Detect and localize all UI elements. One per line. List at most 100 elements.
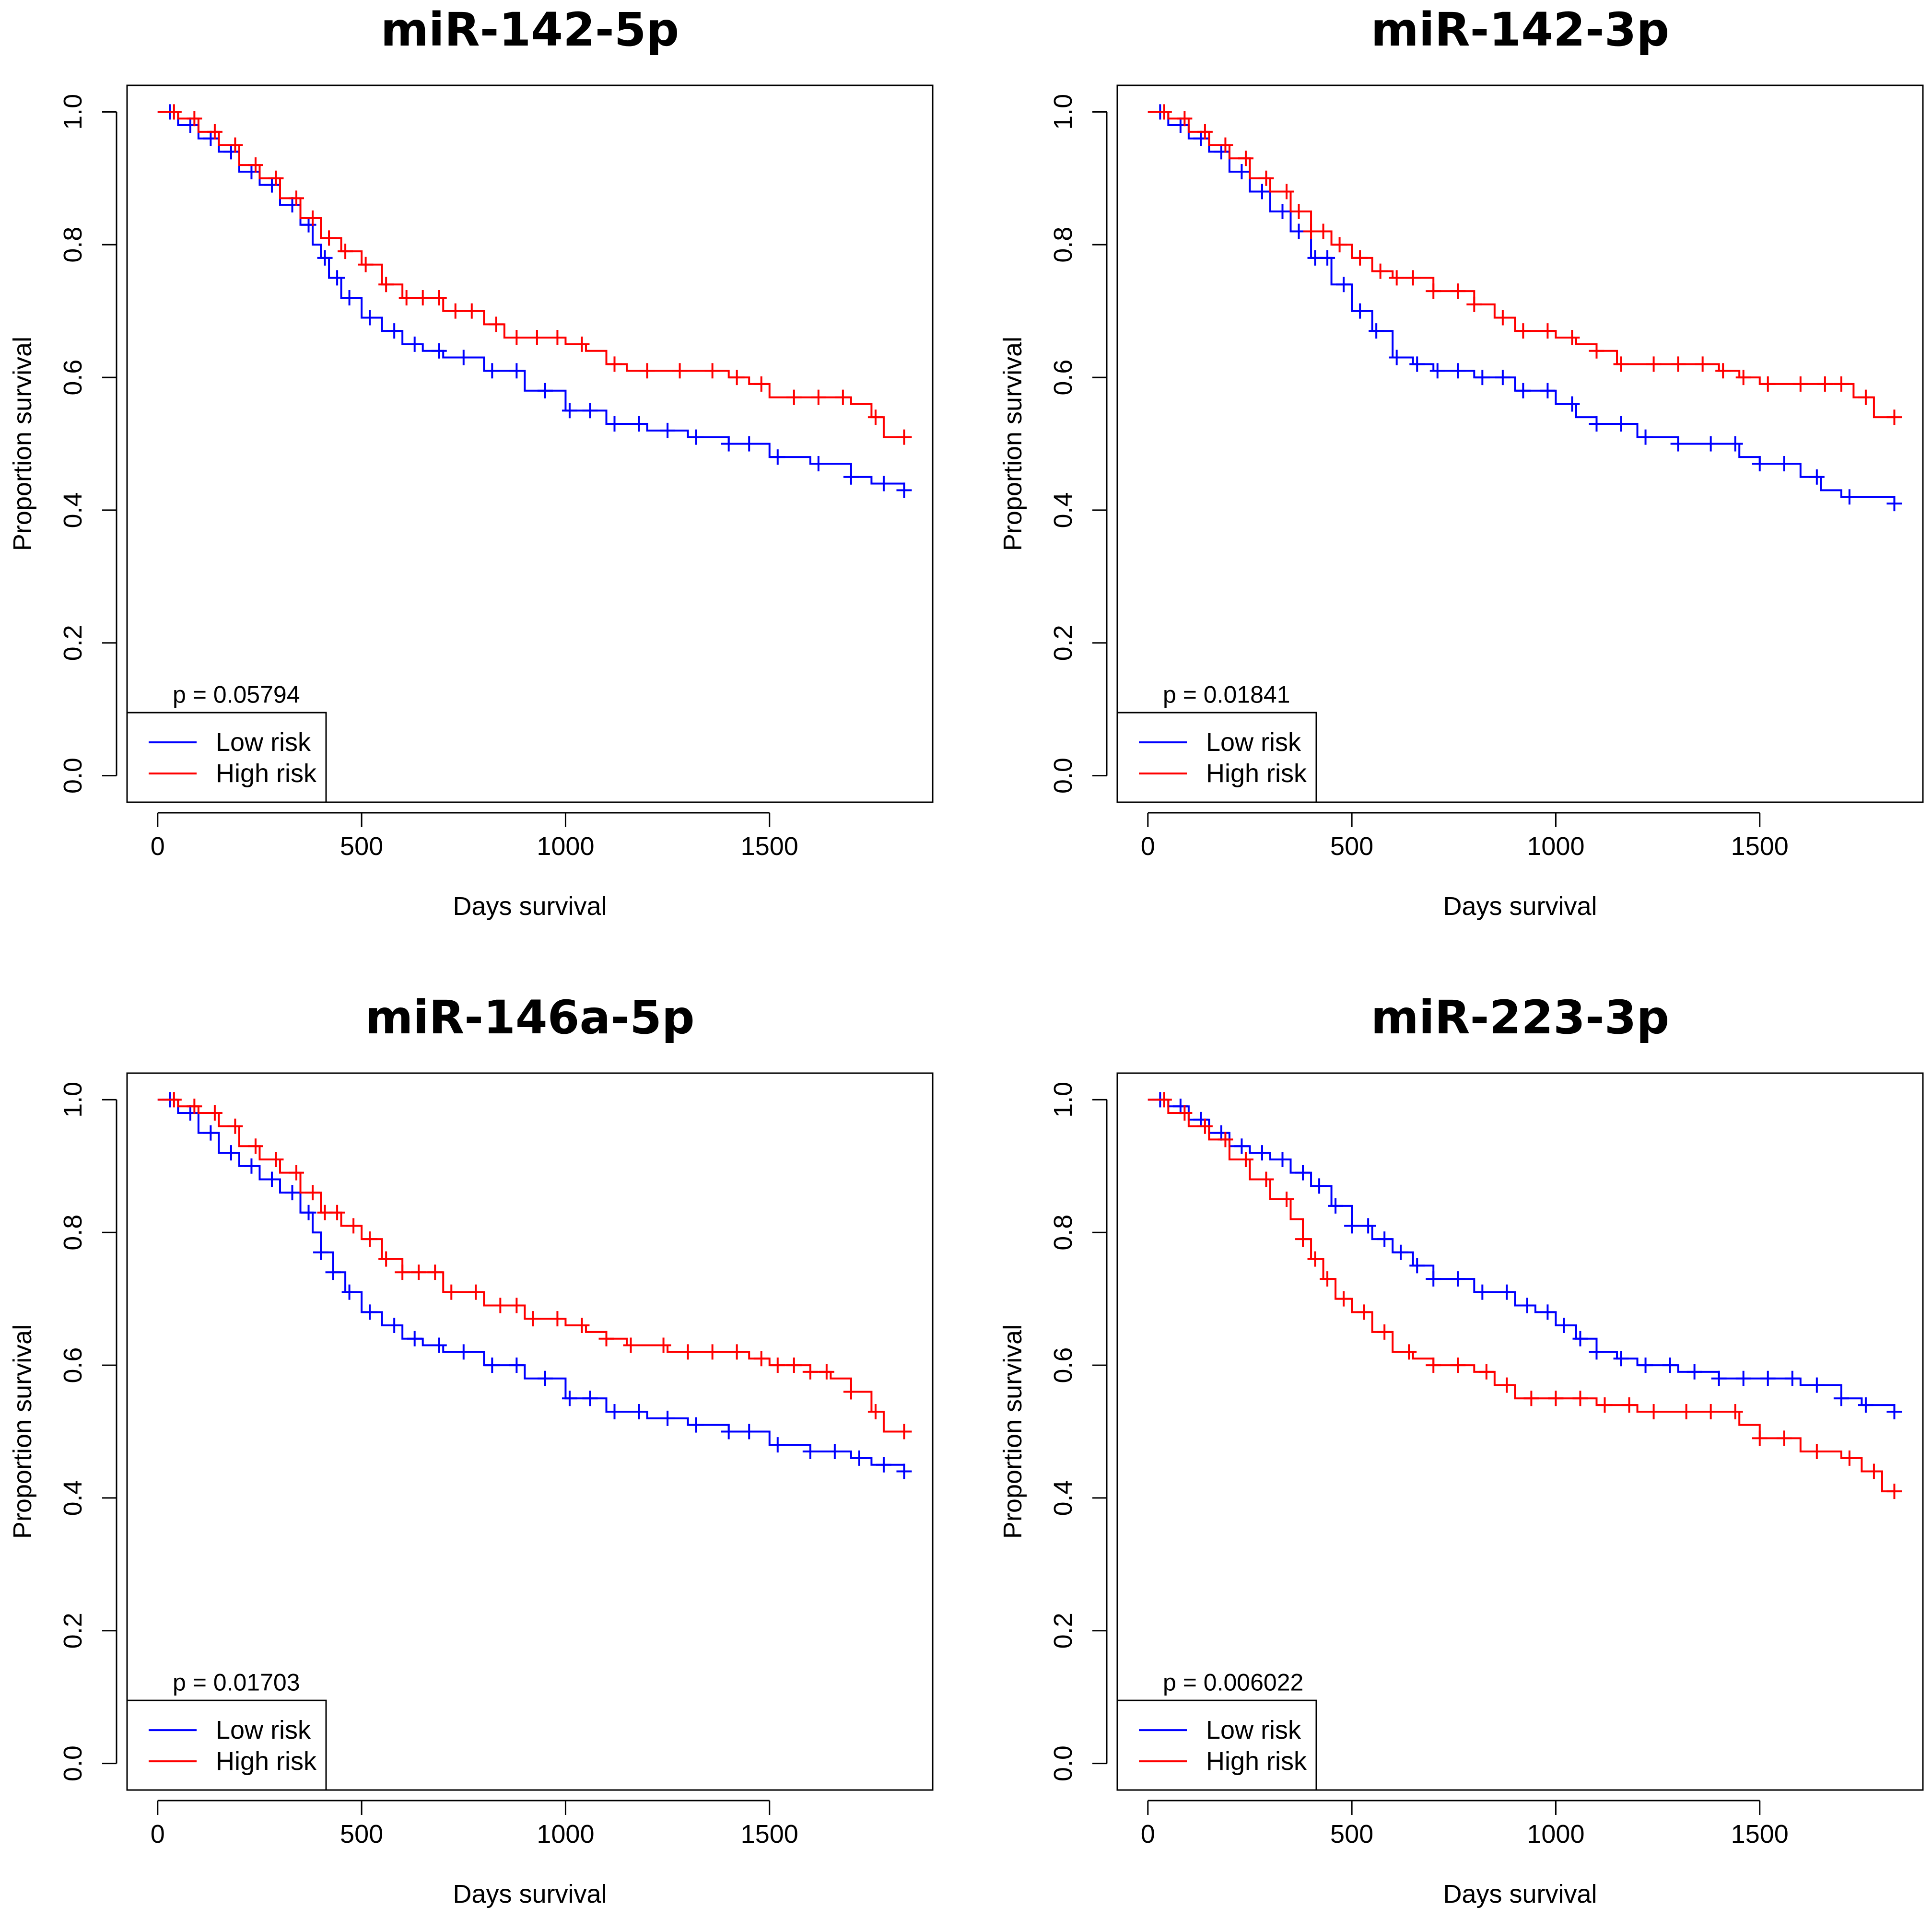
low-risk-censor-mark [362, 1304, 378, 1320]
panel-title: miR-146a-5p [365, 991, 694, 1044]
y-tick-label: 1.0 [59, 94, 87, 130]
x-tick-label: 0 [1141, 1820, 1155, 1849]
high-risk-censor-mark [770, 1357, 785, 1373]
high-risk-censor-mark [1523, 1391, 1539, 1406]
high-risk-censor-mark [1564, 330, 1580, 346]
low-risk-censor-mark [1393, 1244, 1409, 1260]
high-risk-censor-mark [680, 1344, 696, 1360]
low-risk-censor-mark [1275, 204, 1290, 220]
legend-box [1116, 712, 1317, 803]
low-risk-censor-mark [203, 1125, 219, 1141]
y-tick-label: 0.0 [59, 758, 87, 794]
high-risk-censor-mark [753, 376, 769, 392]
low-risk-legend-label: Low risk [1206, 1716, 1301, 1744]
plot-frame [1116, 84, 1924, 803]
low-risk-censor-mark [509, 363, 525, 379]
high-risk-censor-mark [574, 1318, 590, 1334]
low-risk-censor-mark [1295, 1165, 1311, 1181]
high-risk-censor-mark [1478, 1364, 1494, 1380]
low-risk-censor-mark [1727, 436, 1743, 452]
x-tick-label: 1500 [1731, 1820, 1789, 1849]
high-risk-censor-mark [305, 210, 321, 226]
high-risk-censor-mark [247, 157, 263, 173]
y-tick-label: 0.6 [59, 360, 87, 396]
high-risk-censor-mark [1752, 1430, 1768, 1446]
low-risk-censor-mark [341, 290, 357, 305]
low-risk-censor-mark [509, 1357, 525, 1373]
high-risk-censor-mark [896, 1424, 912, 1439]
high-risk-censor-mark [1735, 370, 1751, 386]
low-risk-censor-mark [407, 1331, 422, 1346]
low-risk-censor-mark [317, 250, 333, 266]
high-risk-censor-mark [1401, 1344, 1417, 1360]
high-risk-curve [157, 1099, 904, 1433]
low-risk-censor-mark [1809, 469, 1825, 485]
y-tick-label: 0.4 [1049, 1480, 1077, 1516]
high-risk-censor-mark [550, 330, 565, 346]
y-tick-label: 0.4 [1049, 492, 1077, 528]
plot-frame [126, 1072, 934, 1791]
high-risk-censor-mark [819, 1364, 834, 1380]
plot-frame [1116, 1072, 1924, 1791]
low-risk-censor-mark [244, 1158, 259, 1174]
high-risk-censor-mark [672, 363, 688, 379]
high-risk-censor-mark [729, 1344, 745, 1360]
high-risk-censor-mark [574, 336, 590, 352]
low-risk-censor-mark [1686, 1364, 1702, 1380]
low-risk-censor-mark [1886, 1404, 1902, 1419]
low-risk-censor-mark [1352, 303, 1368, 319]
km-panel-2: miR-142-3p 0 500 1000 1500 0.0 0.2 0.4 0.6 0.8 1.0… [998, 3, 1924, 921]
low-risk-censor-mark [1735, 1370, 1751, 1386]
high-risk-censor-mark [247, 1138, 263, 1154]
low-risk-censor-mark [1841, 489, 1857, 505]
low-risk-censor-mark [721, 1424, 737, 1439]
low-risk-censor-mark [1254, 184, 1270, 199]
y-tick-label: 1.0 [59, 1082, 87, 1118]
low-risk-censor-mark [741, 1424, 757, 1439]
high-risk-censor-mark [704, 1344, 720, 1360]
high-risk-censor-mark [187, 1099, 202, 1114]
high-risk-censor-mark [1695, 356, 1710, 372]
high-risk-censor-mark [896, 429, 912, 445]
low-risk-censor-mark [1495, 370, 1510, 386]
high-risk-censor-mark [358, 257, 374, 272]
high-risk-censor-mark [1499, 1377, 1515, 1393]
high-risk-censor-mark [1258, 170, 1274, 186]
high-risk-censor-mark [1238, 151, 1253, 166]
low-risk-censor-mark [329, 270, 345, 286]
high-risk-censor-mark [362, 1231, 378, 1247]
high-risk-censor-mark [656, 1337, 671, 1353]
y-tick-label: 0.6 [59, 1347, 87, 1383]
y-tick-label: 0.8 [1049, 1215, 1077, 1251]
high-risk-censor-mark [207, 1105, 222, 1121]
high-risk-censor-mark [550, 1311, 565, 1327]
low-risk-censor-mark [484, 1357, 500, 1373]
high-risk-censor-mark [268, 170, 284, 186]
low-risk-curve [1147, 111, 1896, 504]
high-risk-censor-mark [1279, 184, 1295, 199]
high-risk-censor-mark [321, 230, 337, 246]
low-risk-censor-mark [1589, 416, 1604, 432]
x-tick-label: 1000 [537, 832, 594, 861]
low-risk-censor-mark [1752, 456, 1768, 472]
low-risk-censor-mark [386, 323, 402, 339]
low-risk-censor-mark [631, 416, 647, 432]
legend-box [1116, 1699, 1317, 1791]
high-risk-censor-mark [525, 1311, 541, 1327]
p-value: p = 0.01841 [1163, 681, 1290, 708]
high-risk-censor-mark [1426, 283, 1441, 299]
high-risk-censor-mark [607, 356, 622, 372]
y-tick-label: 0.8 [59, 227, 87, 263]
high-risk-censor-mark [268, 1151, 284, 1167]
low-risk-censor-mark [876, 1457, 891, 1473]
high-risk-censor-mark [509, 330, 525, 346]
high-risk-censor-mark [1646, 356, 1662, 372]
low-risk-censor-mark [284, 197, 300, 213]
high-risk-curve [1147, 1099, 1895, 1493]
high-risk-censor-mark [1177, 111, 1193, 127]
x-tick-label: 0 [151, 832, 165, 861]
low-risk-censor-mark [1703, 436, 1719, 452]
high-risk-censor-mark [639, 363, 655, 379]
y-tick-label: 0.2 [1049, 1613, 1077, 1649]
low-risk-legend-label: Low risk [1206, 728, 1301, 757]
